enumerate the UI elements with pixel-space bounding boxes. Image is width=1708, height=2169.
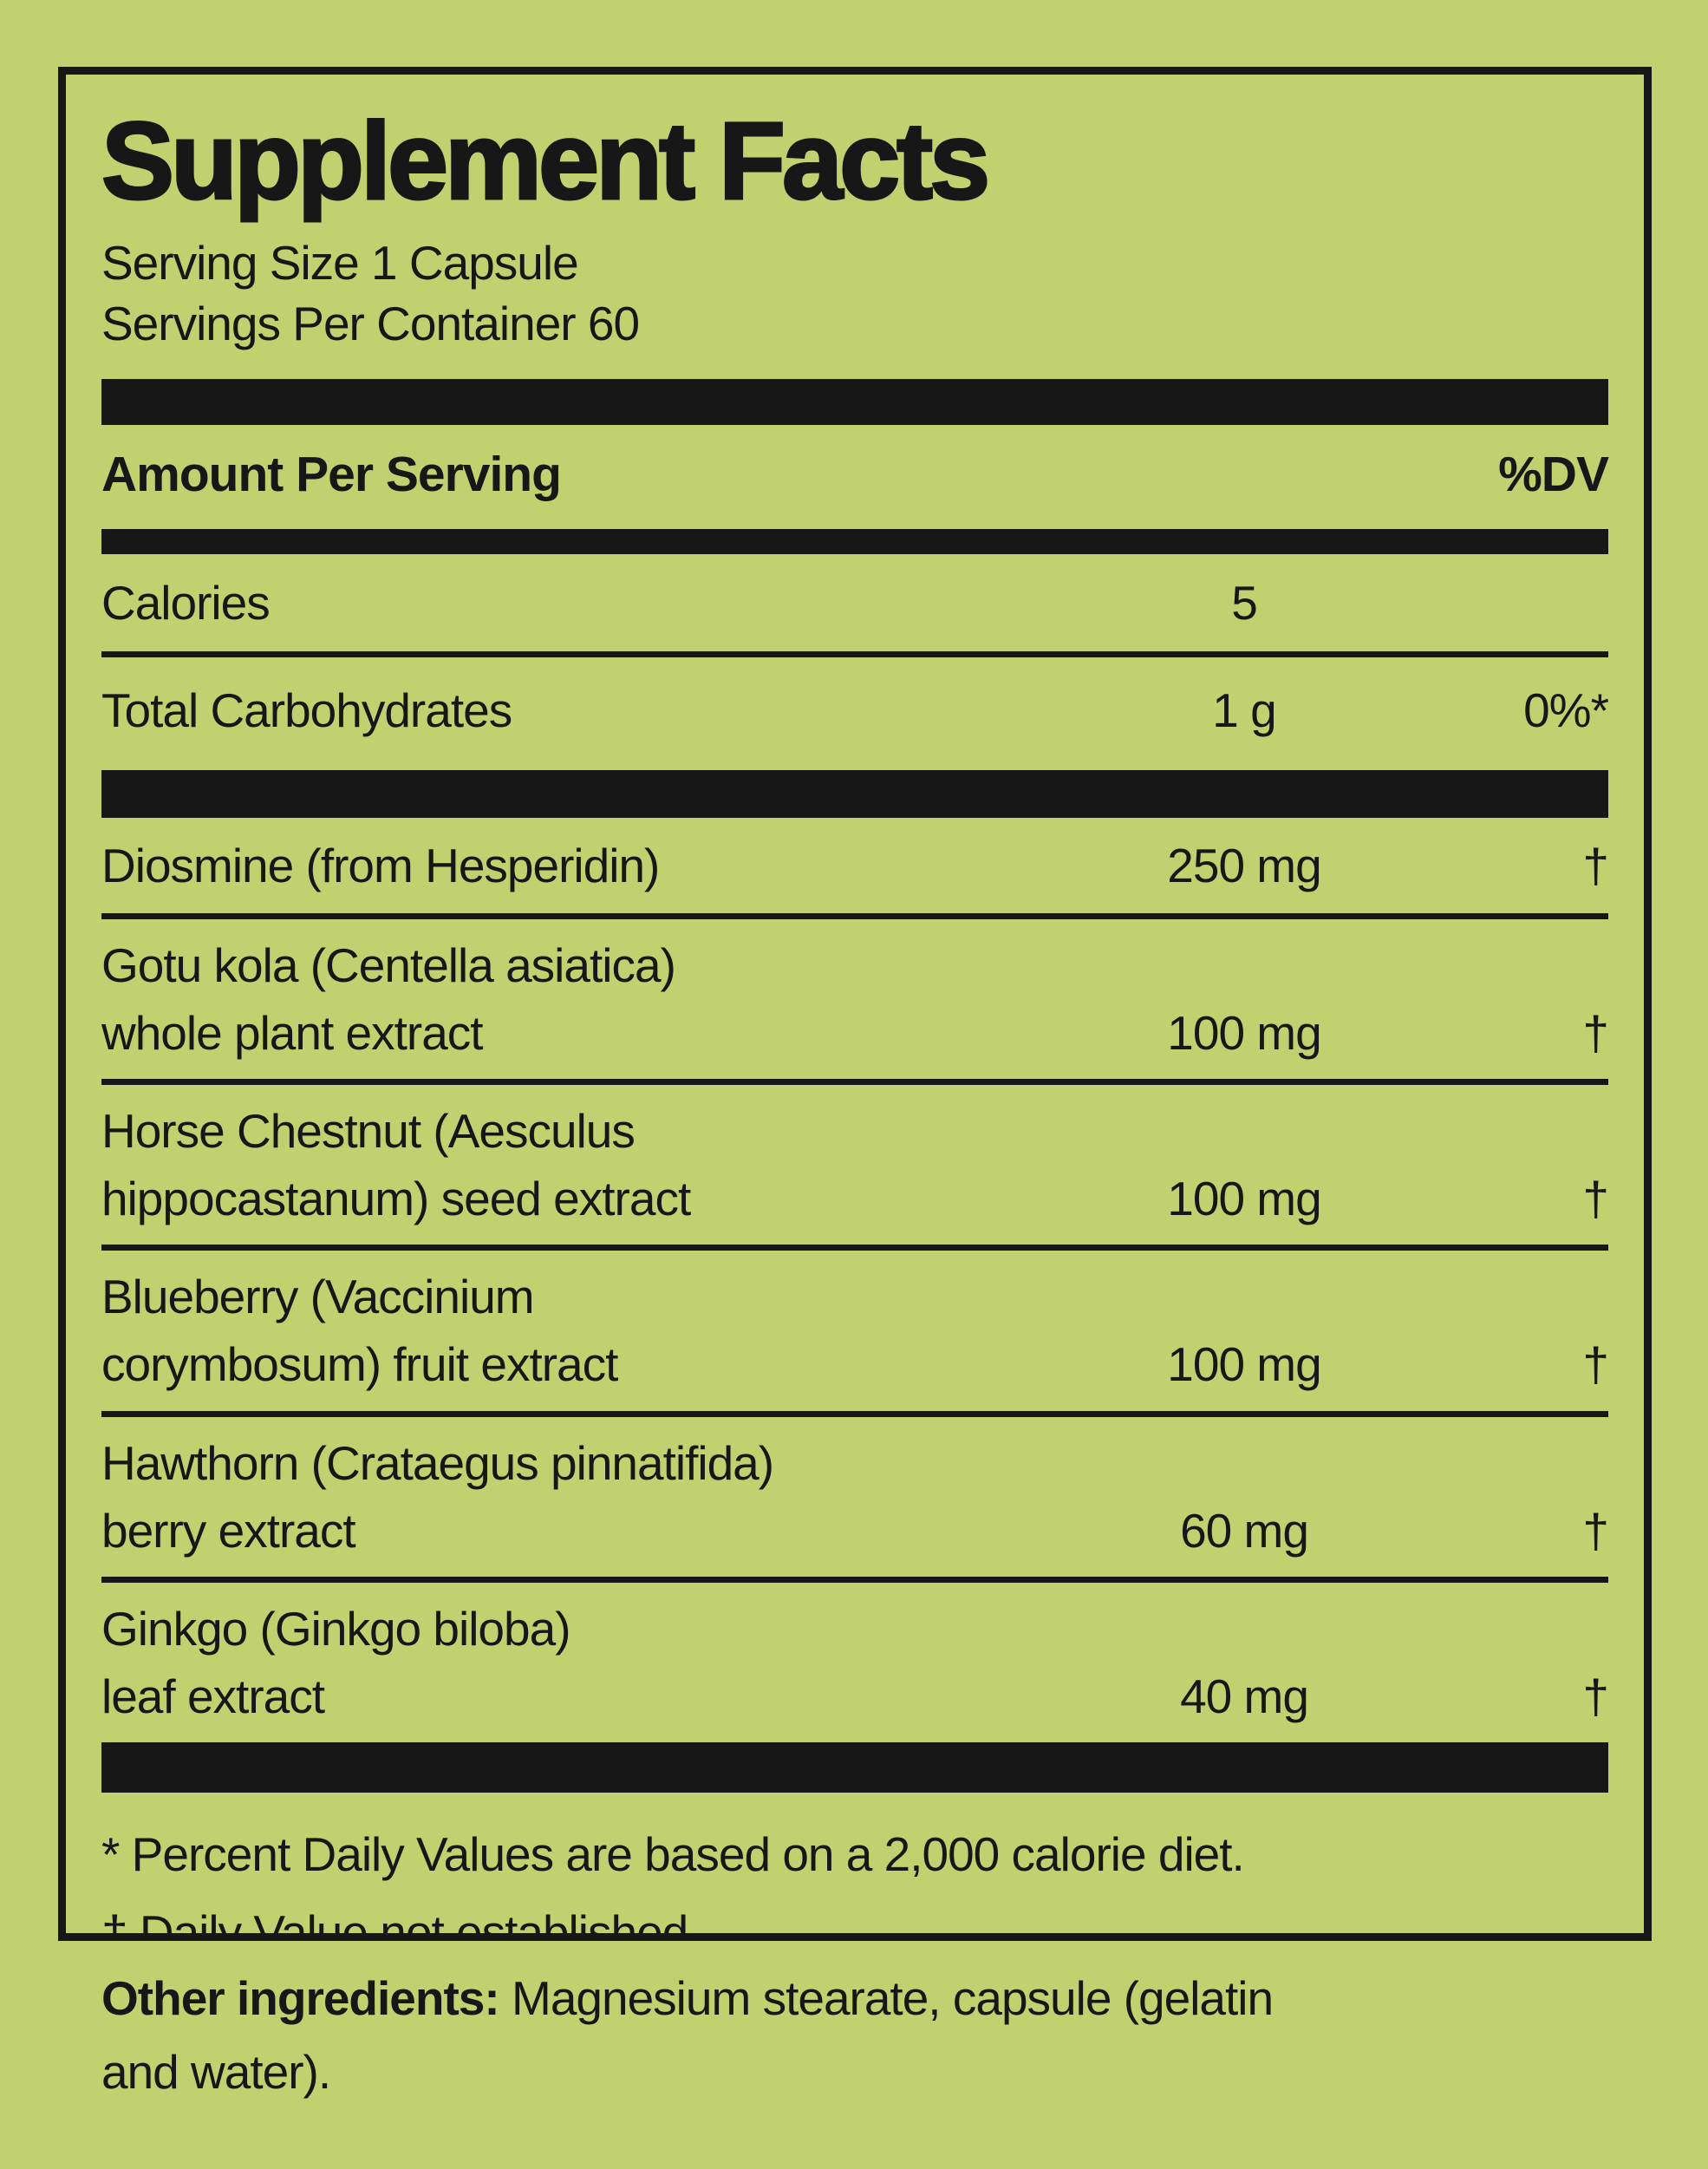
column-header-row: Amount Per Serving %DV: [101, 425, 1609, 529]
ingredient-name-line2: hippocastanum) seed extract: [101, 1172, 691, 1226]
table-row-ginkgo: Ginkgo (Ginkgo biloba) leaf extract 40 m…: [101, 1583, 1609, 1742]
ingredient-name: Blueberry (Vaccinium: [101, 1270, 535, 1324]
row-divider: [101, 650, 1608, 657]
ingredient-name-line2: whole plant extract: [101, 1006, 484, 1061]
ingredient-amount: 60 mg: [1180, 1503, 1309, 1558]
ingredient-dv: †: [1582, 1669, 1609, 1723]
amount-per-serving-label: Amount Per Serving: [101, 446, 562, 502]
percent-dv-label: %DV: [1498, 446, 1609, 502]
other-ingredients: Other ingredients: Magnesium stearate, c…: [101, 1962, 1541, 2110]
ingredient-dv: †: [1582, 1006, 1609, 1061]
ingredient-name: Horse Chestnut (Aesculus: [101, 1104, 636, 1159]
thick-divider-bar: [101, 769, 1608, 818]
thick-divider-bar: [101, 378, 1608, 425]
panel-title: Supplement Facts: [101, 100, 992, 222]
ingredient-dv: †: [1582, 1172, 1609, 1226]
ingredient-amount: 100 mg: [1167, 1337, 1321, 1392]
table-row-horse-chestnut: Horse Chestnut (Aesculus hippocastanum) …: [101, 1085, 1609, 1245]
ingredient-amount: 40 mg: [1180, 1669, 1309, 1723]
other-ingredients-label: Other ingredients:: [101, 1971, 500, 2025]
medium-divider-bar: [101, 528, 1608, 554]
row-divider: [101, 1410, 1608, 1417]
servings-per-container-line: Servings Per Container 60: [101, 296, 640, 350]
nutrient-dv: 0%*: [1523, 683, 1609, 737]
nutrient-name: Total Carbohydrates: [101, 683, 512, 737]
table-row-total-carbohydrates: Total Carbohydrates 1 g 0%*: [101, 657, 1609, 770]
table-row-hawthorn: Hawthorn (Crataegus pinnatifida) berry e…: [101, 1417, 1609, 1577]
footnote-dagger: † Daily Value not established.: [101, 1904, 701, 1941]
nutrient-amount: 1 g: [1212, 683, 1276, 737]
other-ingredients-line2: and water).: [101, 2045, 331, 2100]
ingredient-name: Hawthorn (Crataegus pinnatifida): [101, 1435, 774, 1490]
row-divider: [101, 913, 1608, 919]
footnote-percent-dv: * Percent Daily Values are based on a 2,…: [101, 1826, 1245, 1881]
ingredient-dv: †: [1582, 1503, 1609, 1558]
nutrient-amount: 5: [1231, 575, 1258, 630]
table-row-diosmine: Diosmine (from Hesperidin) 250 mg †: [101, 818, 1609, 913]
ingredient-amount: 250 mg: [1167, 838, 1321, 892]
table-row-blueberry: Blueberry (Vaccinium corymbosum) fruit e…: [101, 1251, 1609, 1410]
supplement-facts-panel: Supplement Facts Serving Size 1 Capsule …: [58, 67, 1652, 1941]
thick-divider-bar: [101, 1741, 1608, 1793]
ingredient-name-line2: leaf extract: [101, 1669, 325, 1723]
row-divider: [101, 1245, 1608, 1251]
ingredient-name-line2: berry extract: [101, 1503, 356, 1558]
ingredient-dv: †: [1582, 838, 1609, 892]
ingredient-amount: 100 mg: [1167, 1006, 1321, 1061]
nutrient-name: Calories: [101, 575, 271, 630]
ingredient-name: Diosmine (from Hesperidin): [101, 838, 660, 892]
table-row-calories: Calories 5: [101, 554, 1608, 651]
footnotes-block: * Percent Daily Values are based on a 2,…: [101, 1793, 1608, 1941]
ingredient-name: Ginkgo (Ginkgo biloba): [101, 1601, 571, 1656]
ingredient-amount: 100 mg: [1167, 1172, 1321, 1226]
ingredient-name: Gotu kola (Centella asiatica): [101, 938, 676, 992]
serving-size-line: Serving Size 1 Capsule: [101, 236, 579, 291]
ingredient-name-line2: corymbosum) fruit extract: [101, 1337, 618, 1392]
row-divider: [101, 1079, 1608, 1086]
other-ingredients-line1: Magnesium stearate, capsule (gelatin: [499, 1971, 1274, 2025]
ingredient-dv: †: [1582, 1337, 1609, 1392]
table-row-gotu-kola: Gotu kola (Centella asiatica) whole plan…: [101, 919, 1609, 1079]
row-divider: [101, 1576, 1608, 1583]
